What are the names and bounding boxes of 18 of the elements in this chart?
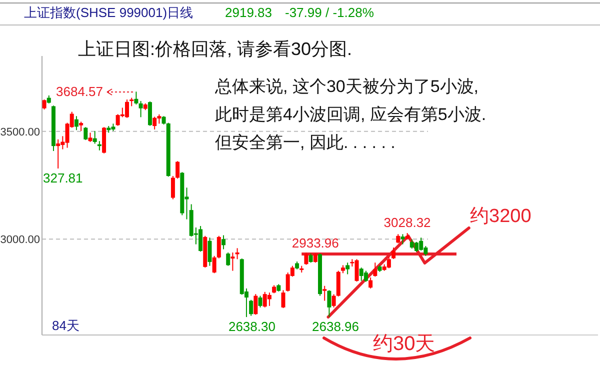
- annotation: 此时是第4小波回调, 应会有第5小波.: [215, 105, 486, 124]
- annotation: 3028.32: [384, 215, 431, 230]
- annotation: 3684.57: [56, 84, 103, 99]
- text: 上证指数(SHSE 999001)日线: [24, 5, 194, 20]
- text: 2919.83: [225, 5, 272, 20]
- chart-title: 上证日图:价格回落, 请参看30分图.: [78, 39, 352, 59]
- annotation: 2638.96: [312, 319, 359, 334]
- annotation: 2638.30: [228, 319, 276, 334]
- annotation: 约30天: [373, 333, 436, 355]
- text: 约3200: [470, 206, 532, 227]
- y-tick-label: 3500.00: [0, 126, 40, 138]
- annotation: 84天: [52, 318, 80, 333]
- annotation: 但安全第一, 因此. . . . . .: [215, 133, 396, 152]
- text: -37.99 / -1.28%: [285, 5, 374, 20]
- annotation: 2933.96: [292, 235, 339, 250]
- annotation: 327.81: [43, 170, 83, 186]
- annotation: 总体来说, 这个30天被分为了5小波,: [214, 77, 479, 96]
- y-tick-label: 3000.00: [0, 234, 40, 246]
